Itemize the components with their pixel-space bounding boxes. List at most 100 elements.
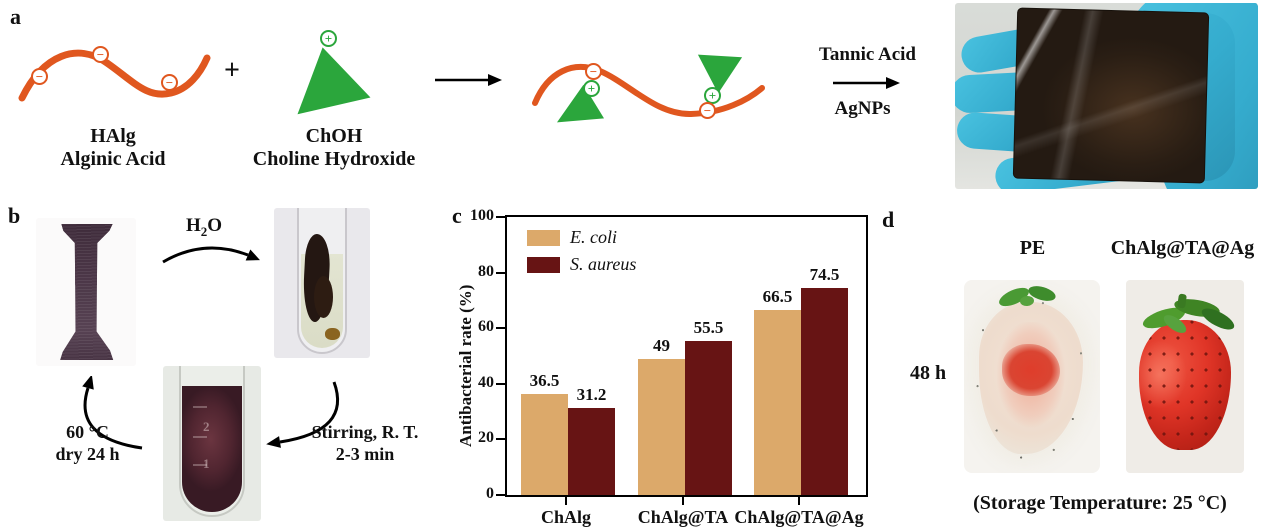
reaction-arrow-icon — [435, 74, 502, 86]
curved-arrow-up-icon — [82, 376, 143, 450]
panel-d-label: d — [882, 207, 895, 232]
complex-polymer-curve-icon — [532, 64, 765, 118]
mold-speckles — [964, 280, 1100, 473]
stirring-line1: Stirring, R. T. — [311, 422, 419, 442]
y-axis-tick — [496, 494, 505, 496]
fresh-strawberry-photo — [1126, 280, 1244, 473]
plot-area: E. coli S. aureus 36.5 31.2 49 55.5 66.5 74.5 — [505, 215, 868, 497]
bar-saureus — [801, 287, 848, 495]
choh-name-label: Choline Hydroxide — [252, 148, 416, 170]
stirring-line2: 2-3 min — [335, 443, 395, 464]
dried-sample-bar — [60, 224, 114, 360]
curved-arrow-right-icon — [162, 246, 260, 264]
water-formula-base: H — [186, 215, 201, 236]
negative-charge-icon: − — [31, 68, 48, 85]
y-axis-tick — [496, 271, 505, 274]
bar-saureus — [685, 340, 732, 495]
bar-value-label: 66.5 — [762, 287, 793, 307]
choline-triangle-icon — [297, 47, 371, 115]
curved-arrow-left-icon — [266, 381, 340, 448]
chart-legend: E. coli S. aureus — [527, 227, 636, 281]
negative-charge-glyph: − — [165, 75, 174, 90]
drying-line2: dry 24 h — [55, 443, 120, 464]
bar-value-label: 49 — [653, 335, 670, 355]
graduation-number: 1 — [203, 456, 210, 471]
film-on-glove-photo — [955, 3, 1258, 189]
y-axis-tick — [496, 327, 505, 330]
antibacterial-bar-chart: c Antibacterial rate (%) E. coli S. aureu… — [440, 200, 870, 528]
graduation-number: 2 — [203, 419, 210, 434]
alginate-polymer-curve-icon — [18, 49, 211, 102]
agnps-label: AgNPs — [834, 98, 891, 119]
pe-column-header: PE — [1019, 237, 1046, 259]
choh-abbr-label: ChOH — [305, 125, 363, 147]
moldy-strawberry-photo — [964, 280, 1100, 473]
strawberry-seeds — [1139, 320, 1231, 450]
negative-charge-icon: − — [92, 46, 109, 63]
chalg-ta-ag-film — [1012, 7, 1210, 184]
halg-abbr-label: HAlg — [90, 125, 136, 147]
time-point-label: 48 h — [909, 362, 947, 384]
negative-charge-icon: − — [699, 102, 716, 119]
legend-label: S. aureus — [570, 254, 637, 274]
halg-name-label: Alginic Acid — [60, 148, 166, 170]
tube-solid-piece — [314, 276, 333, 318]
legend-swatch — [527, 229, 560, 246]
x-axis-tick — [565, 497, 567, 505]
x-axis-tick-label: ChAlg — [540, 507, 591, 527]
bar-saureus — [568, 408, 615, 495]
test-tube — [297, 208, 347, 354]
bar-value-label: 55.5 — [693, 317, 724, 337]
plus-sign: + — [224, 55, 240, 86]
y-axis-tick-label: 20 — [478, 429, 494, 447]
y-axis-tick — [496, 216, 505, 218]
positive-charge-glyph: + — [587, 81, 596, 96]
bar-ecoli — [754, 310, 801, 495]
bar-value-label: 74.5 — [809, 264, 840, 284]
negative-charge-glyph: − — [703, 103, 712, 118]
x-axis-tick-label: ChAlg@TA — [637, 507, 729, 527]
negative-charge-icon: − — [161, 74, 178, 91]
y-axis-tick-label: 100 — [470, 207, 494, 224]
drying-step-label: 60 °C dry 24 h — [40, 422, 135, 466]
negative-charge-glyph: − — [96, 47, 105, 62]
y-axis-tick — [496, 438, 505, 441]
tube-dark-solution — [182, 386, 242, 512]
negative-charge-icon: − — [585, 63, 602, 80]
panel-c-label: c — [452, 203, 462, 228]
negative-charge-glyph: − — [35, 69, 44, 84]
dried-sample-photo — [36, 218, 136, 366]
x-axis-tick — [682, 497, 684, 505]
graduation-tick — [193, 464, 207, 466]
storage-caption: (Storage Temperature: 25 °C) — [973, 492, 1227, 514]
y-axis-tick-label: 80 — [478, 262, 494, 280]
legend-entry: E. coli — [527, 227, 636, 248]
drying-line1: 60 °C — [66, 422, 109, 442]
positive-charge-icon: + — [320, 30, 337, 47]
panel-b-label: b — [8, 203, 21, 228]
y-axis-tick-label: 60 — [478, 318, 494, 336]
x-axis-tick — [798, 497, 800, 505]
solution-tube-photo: 2 1 — [163, 366, 261, 521]
negative-charge-glyph: − — [589, 64, 598, 79]
swollen-film-tube-photo — [274, 208, 370, 358]
graduation-tick — [193, 436, 207, 438]
positive-charge-glyph: + — [708, 88, 717, 103]
water-label: H2O — [186, 214, 222, 240]
legend-swatch — [527, 256, 560, 273]
graduation-tick — [193, 406, 207, 408]
bar-value-label: 36.5 — [529, 370, 560, 390]
stirring-step-label: Stirring, R. T. 2-3 min — [300, 422, 430, 466]
water-formula-subscript: 2 — [200, 223, 208, 239]
tube-solid-chunk — [325, 328, 340, 340]
panel-a-label: a — [10, 4, 21, 29]
x-axis-tick-label: ChAlg@TA@Ag — [734, 507, 864, 527]
reaction-arrow-icon — [833, 77, 900, 89]
positive-charge-icon: + — [583, 80, 600, 97]
legend-label: E. coli — [570, 227, 617, 247]
tannic-acid-label: Tannic Acid — [819, 44, 916, 65]
water-formula-rest: O — [207, 215, 223, 236]
test-tube: 2 1 — [179, 366, 245, 517]
bar-ecoli — [521, 393, 568, 495]
